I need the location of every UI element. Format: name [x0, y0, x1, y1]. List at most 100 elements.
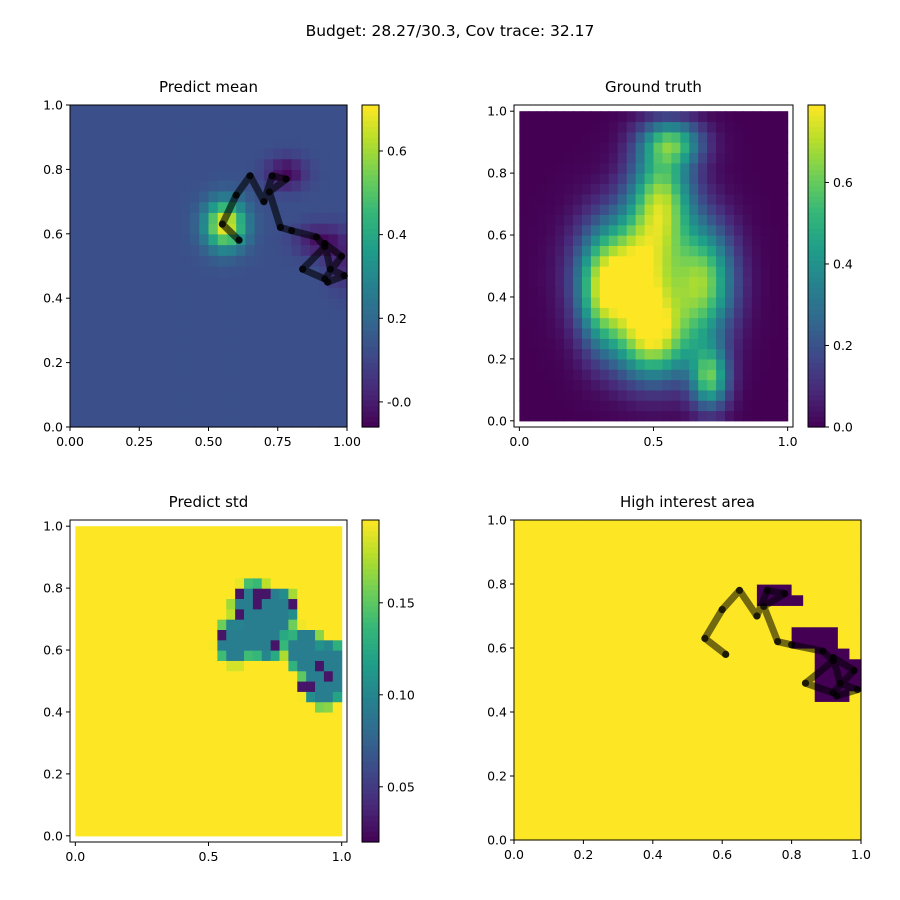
heatmap-cell: [599, 235, 610, 246]
heatmap-cell: [528, 410, 538, 422]
heatmap-cell: [110, 629, 121, 641]
heatmap-cell: [652, 712, 665, 724]
heatmap-cell: [710, 818, 723, 830]
trajectory-point: [829, 654, 837, 662]
heatmap-cell: [608, 307, 619, 319]
heatmap-cell: [254, 276, 265, 289]
heatmap-cell: [652, 605, 665, 617]
heatmap-cell: [760, 296, 771, 308]
heatmap-cell: [590, 338, 601, 350]
heatmap-cell: [328, 287, 339, 299]
heatmap-cell: [310, 115, 320, 128]
heatmap-cell: [760, 245, 771, 257]
heatmap-cell: [323, 598, 334, 610]
heatmap-cell: [199, 536, 210, 548]
heatmap-cell: [590, 131, 601, 143]
heatmap-cell: [644, 162, 655, 174]
heatmap-cell: [590, 111, 601, 123]
heatmap-cell: [742, 204, 753, 215]
heatmap-cell: [236, 405, 247, 417]
heatmap-cell: [733, 286, 744, 298]
heatmap-cell: [310, 298, 320, 310]
heatmap-cell: [555, 121, 565, 133]
heatmap-cell: [93, 588, 103, 600]
heatmap-cell: [181, 701, 192, 713]
heatmap-cell: [733, 520, 746, 532]
heatmap-cell: [110, 794, 121, 806]
heatmap-cell: [699, 818, 712, 830]
heatmap-cell: [780, 797, 793, 809]
heatmap-cell: [300, 276, 311, 289]
heatmap-cell: [97, 351, 108, 364]
heatmap-cell: [110, 711, 121, 723]
heatmap-cell: [125, 308, 136, 321]
heatmap-cell: [662, 307, 672, 319]
heatmap-cell: [137, 742, 147, 754]
heatmap-cell: [751, 224, 762, 236]
heatmap-cell: [75, 753, 85, 765]
heatmap-cell: [733, 765, 746, 777]
heatmap-cell: [208, 384, 219, 396]
heatmap-cell: [814, 754, 827, 766]
heatmap-cell: [323, 650, 334, 661]
heatmap-cell: [106, 223, 117, 235]
heatmap-cell: [288, 588, 298, 600]
heatmap-cell: [519, 410, 529, 422]
heatmap-cell: [164, 639, 174, 651]
heatmap-cell: [710, 530, 723, 542]
heatmap-cell: [199, 567, 210, 579]
x-tick-label: 0.6: [712, 847, 732, 862]
heatmap-cell: [119, 722, 130, 734]
colorbar-segment: [362, 589, 379, 596]
heatmap-cell: [652, 744, 665, 756]
heatmap-cell: [171, 180, 182, 192]
heatmap-cell: [548, 552, 561, 564]
heatmap-cell: [155, 794, 165, 806]
heatmap-cell: [244, 742, 254, 754]
heatmap-cell: [146, 557, 156, 569]
heatmap-cell: [599, 142, 610, 154]
heatmap-cell: [756, 562, 770, 574]
heatmap-cell: [180, 276, 191, 289]
heatmap-cell: [261, 753, 272, 765]
heatmap-cell: [742, 173, 753, 185]
heatmap-cell: [689, 338, 699, 350]
heatmap-cell: [791, 786, 804, 798]
heatmap-cell: [629, 680, 642, 692]
colorbar-segment: [362, 809, 379, 816]
heatmap-cell: [75, 557, 85, 569]
heatmap-cell: [208, 394, 219, 407]
heatmap-cell: [814, 584, 827, 596]
heatmap-cell: [756, 744, 770, 756]
heatmap-cell: [226, 598, 236, 610]
heatmap-cell: [306, 629, 316, 641]
heatmap-cell: [780, 701, 793, 713]
heatmap-cell: [769, 338, 780, 350]
heatmap-cell: [84, 598, 94, 610]
heatmap-cell: [652, 680, 665, 692]
heatmap-cell: [652, 808, 665, 820]
heatmap-cell: [803, 605, 816, 617]
heatmap-cell: [514, 744, 527, 756]
heatmap-cell: [252, 773, 263, 785]
heatmap-cell: [680, 338, 690, 350]
heatmap-cell: [675, 808, 689, 820]
heatmap-cell: [172, 608, 183, 620]
heatmap-cell: [323, 526, 334, 538]
heatmap-cell: [814, 616, 827, 628]
heatmap-cell: [252, 629, 263, 641]
heatmap-cell: [573, 348, 583, 360]
heatmap-cell: [172, 691, 183, 703]
heatmap-cell: [244, 815, 254, 827]
heatmap-cell: [689, 400, 699, 412]
heatmap-cell: [641, 829, 654, 841]
heatmap-cell: [146, 773, 156, 785]
heatmap-cell: [756, 829, 770, 841]
heatmap-cell: [698, 400, 708, 412]
heatmap-cell: [780, 658, 793, 670]
heatmap-cell: [826, 637, 839, 649]
heatmap-cell: [106, 158, 117, 170]
heatmap-cell: [245, 319, 256, 331]
heatmap-cell: [564, 193, 574, 205]
heatmap-cell: [641, 648, 654, 660]
